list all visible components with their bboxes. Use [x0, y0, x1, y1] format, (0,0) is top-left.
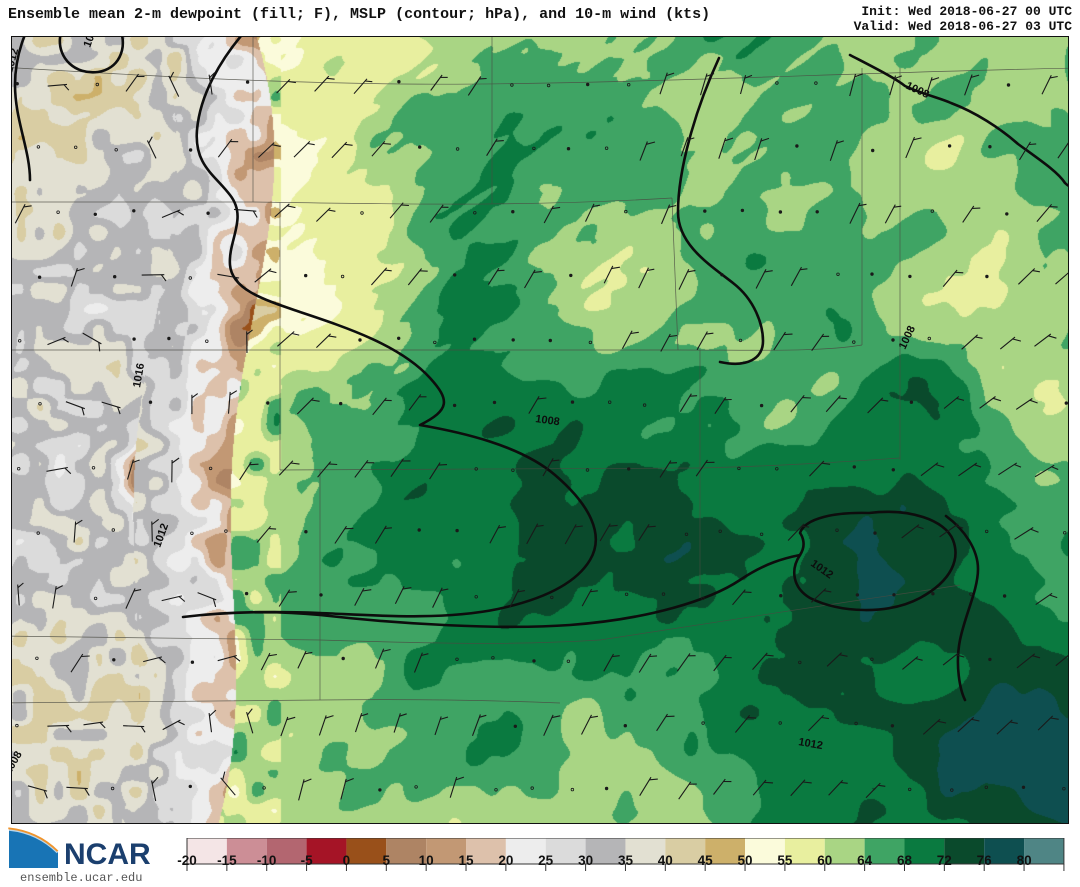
svg-text:1012: 1012 [152, 522, 172, 549]
svg-text:1008: 1008 [535, 413, 561, 428]
svg-text:1016: 1016 [131, 362, 147, 388]
svg-text:1012: 1012 [808, 558, 835, 582]
svg-text:1008: 1008 [904, 80, 931, 101]
svg-text:1012: 1012 [797, 736, 823, 752]
